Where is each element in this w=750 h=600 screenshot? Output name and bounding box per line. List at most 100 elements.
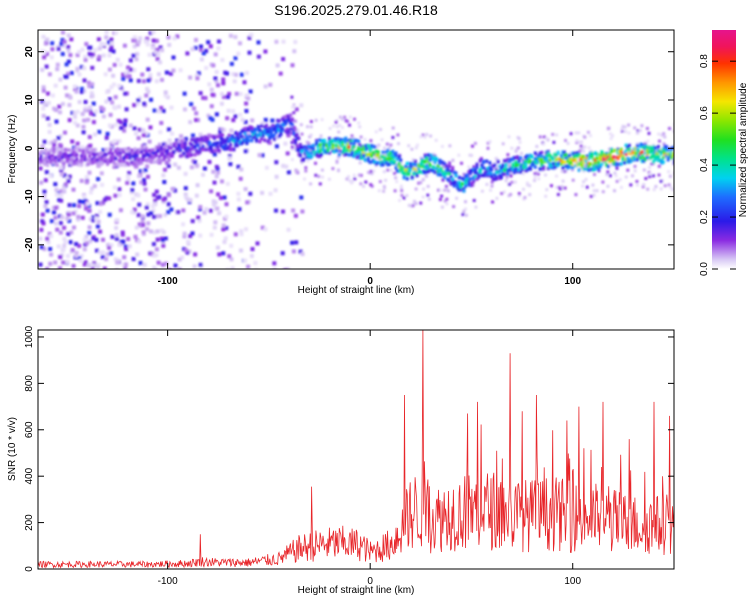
heatmap-cell [136,136,141,141]
heatmap-cell [138,36,143,41]
heatmap-cell [40,144,45,149]
heatmap-cell [67,118,72,123]
heatmap-cell [38,157,41,161]
heatmap-cell [290,240,295,245]
heatmap-cell [91,101,96,106]
heatmap-cell [513,180,517,184]
heatmap-cell [204,147,208,152]
heatmap-cell [396,133,400,137]
heatmap-cell [130,188,135,193]
heatmap-cell [365,153,369,157]
heatmap-cell [563,150,566,155]
heatmap-cell [66,33,71,38]
heatmap-cell [243,120,248,124]
heatmap-cell [294,168,298,172]
heatmap-cell [216,170,221,175]
heatmap-cell [86,80,91,85]
heatmap-cell [150,45,155,50]
heatmap-cell [263,117,268,122]
heatmap-cell [146,67,151,72]
heatmap-cell [359,173,363,177]
heatmap-cell [214,70,219,74]
heatmap-cell [245,200,250,205]
heatmap-cell [300,132,304,136]
heatmap-cell [376,152,380,157]
heatmap-cell [124,247,129,251]
heatmap-cell [201,172,205,177]
heatmap-cell [666,147,670,152]
heatmap-cell [140,219,145,224]
heatmap-cell [357,121,361,125]
heatmap-cell [494,177,498,181]
heatmap-cell [173,162,178,167]
heatmap-cell [357,148,361,152]
heatmap-cell [593,161,597,165]
heatmap-cell [98,229,103,234]
heatmap-cell [63,239,68,244]
heatmap-cell [182,138,186,143]
heatmap-cell [472,199,476,202]
heatmap-cell [316,154,320,158]
heatmap-cell [506,153,510,157]
heatmap-cell [75,161,79,166]
heatmap-cell [97,46,102,51]
heatmap-cell [642,183,646,187]
heatmap-cell [426,159,430,163]
heatmap-cell [441,171,445,176]
heatmap-cell [45,116,50,121]
heatmap-cell [239,229,244,234]
heatmap-cell [514,167,518,171]
heatmap-cell [210,92,215,97]
heatmap-cell [300,146,304,150]
heatmap-cell [243,132,247,136]
heatmap-cell [344,140,348,144]
heatmap-cell [415,171,419,176]
heatmap-cell [223,236,228,241]
heatmap-cell [107,123,112,128]
colorbar-gradient [712,30,736,269]
heatmap-cell [379,128,382,131]
heatmap-cell [69,37,74,42]
heatmap-cell [87,52,92,56]
heatmap-cell [172,142,176,146]
heatmap-cell [337,145,341,150]
heatmap-cell [514,164,518,168]
heatmap-cell [94,109,98,114]
heatmap-cell [593,167,597,171]
heatmap-cell [198,233,203,238]
heatmap-cell [185,51,190,56]
heatmap-cell [48,247,53,251]
heatmap-cell [83,157,87,162]
heatmap-cell [80,112,85,116]
heatmap-cell [125,155,129,160]
heatmap-cell [268,128,272,132]
heatmap-cell [486,141,490,145]
heatmap-cell [234,72,239,77]
heatmap-cell [663,144,667,148]
heatmap-cell [134,225,139,230]
heatmap-cell [124,71,129,76]
heatmap-cell [380,138,384,142]
heatmap-cell [615,179,619,183]
heatmap-cell [310,154,314,159]
heatmap-cell [331,143,335,147]
heatmap-cell [303,177,306,181]
heatmap-cell [321,175,324,179]
heatmap-cell [60,52,65,56]
heatmap-cell [587,161,591,166]
heatmap-cell [110,143,114,148]
heatmap-cell [538,159,542,163]
heatmap-cell [347,139,351,143]
heatmap-cell [118,62,123,67]
heatmap-cell [419,135,423,139]
heatmap-cell [119,159,122,164]
heatmap-cell [648,156,652,160]
colorbar-label: Normalized spectral amplitude [738,82,749,217]
heatmap-cell [305,140,309,144]
heatmap-cell [386,148,390,153]
heatmap-cell [147,139,152,144]
heatmap-cell [662,132,666,136]
heatmap-cell [366,156,370,160]
heatmap-cell [488,140,492,144]
heatmap-cell [175,147,179,152]
